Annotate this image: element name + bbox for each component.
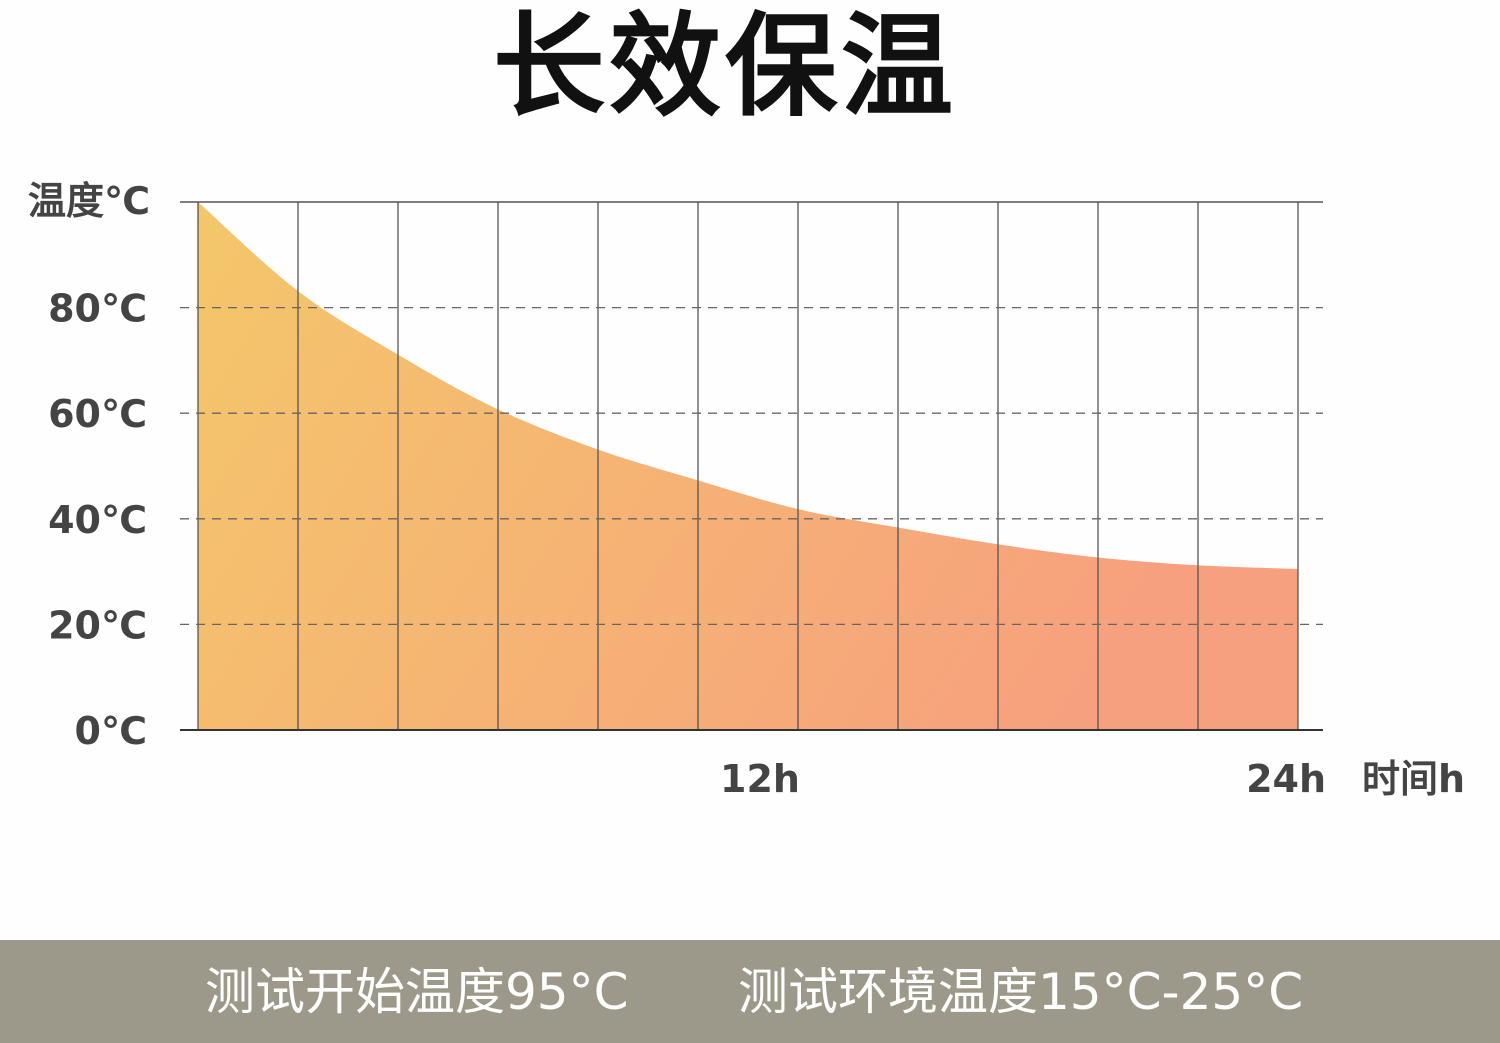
ambient-temp-note: 测试环境温度15°C-25°C <box>738 963 1304 1021</box>
y-tick-label: 80℃ <box>48 287 147 331</box>
y-tick-label: 60℃ <box>48 392 147 436</box>
heat-retention-chart: 0℃ 20℃ 40℃ 60℃ 80℃ 12h 24h 温度℃ 时间h <box>28 179 1465 801</box>
start-temp-note: 测试开始温度95°C <box>205 963 629 1021</box>
x-tick-label: 12h <box>720 757 800 801</box>
test-conditions-bar: 测试开始温度95°C 测试环境温度15°C-25°C <box>0 940 1500 1043</box>
page-title: 长效保温 <box>493 2 957 132</box>
x-tick-label: 24h <box>1246 757 1326 801</box>
y-tick-label: 0℃ <box>75 709 147 753</box>
x-axis-label: 时间h <box>1362 757 1465 801</box>
y-tick-label: 20℃ <box>48 603 147 647</box>
y-axis-label: 温度℃ <box>28 179 150 223</box>
temperature-area <box>198 202 1298 730</box>
y-tick-label: 40℃ <box>48 498 147 542</box>
